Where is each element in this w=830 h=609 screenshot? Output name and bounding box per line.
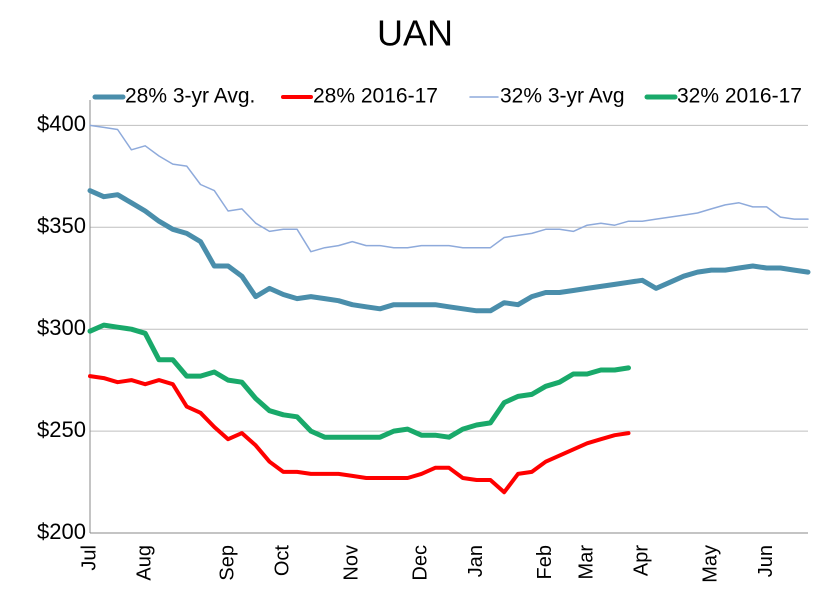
legend-label: 32% 3-yr Avg	[500, 85, 625, 108]
x-tick-label: Mar	[575, 545, 597, 580]
y-tick-label: $400	[37, 111, 86, 136]
x-tick-label: Nov	[341, 545, 363, 581]
legend-label: 28% 3-yr Avg.	[125, 85, 255, 108]
chart-title: UAN	[377, 13, 453, 54]
x-tick-label: Jul	[78, 545, 100, 571]
x-tick-label: Sep	[216, 545, 238, 581]
x-tick-label: Oct	[272, 545, 294, 577]
series-line	[89, 124, 809, 253]
series-line	[88, 374, 631, 495]
y-tick-label: $300	[37, 315, 86, 340]
y-tick-label: $200	[37, 519, 86, 544]
x-tick-label: Apr	[631, 545, 653, 576]
y-tick-label: $250	[37, 417, 86, 442]
series-line	[87, 188, 811, 314]
series-line	[87, 322, 631, 440]
legend-label: 28% 2016-17	[313, 85, 438, 108]
legend-label: 32% 2016-17	[677, 85, 802, 108]
x-tick-label: Dec	[410, 545, 432, 581]
x-tick-label: Aug	[134, 545, 156, 581]
x-tick-label: Jun	[755, 545, 777, 577]
x-tick-label: May	[700, 545, 722, 583]
y-tick-label: $350	[37, 213, 86, 238]
x-tick-label: Feb	[534, 545, 556, 579]
x-tick-label: Jan	[465, 545, 487, 577]
